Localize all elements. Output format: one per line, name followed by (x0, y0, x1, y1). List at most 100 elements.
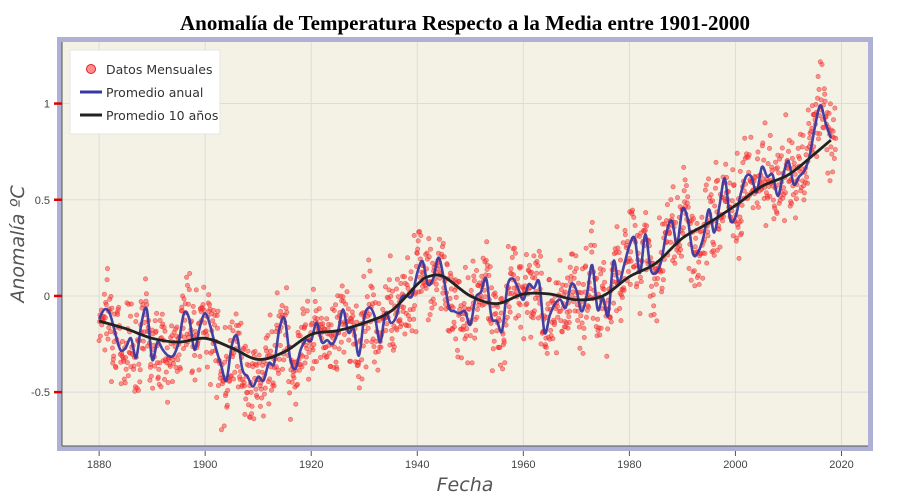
monthly-point (767, 193, 773, 199)
monthly-point (384, 321, 390, 327)
monthly-point (208, 381, 214, 387)
monthly-point (232, 369, 238, 375)
monthly-point (105, 336, 111, 342)
monthly-point (394, 327, 400, 333)
monthly-point (487, 264, 493, 270)
monthly-point (320, 321, 326, 327)
monthly-point (251, 416, 257, 422)
monthly-point (792, 171, 798, 177)
monthly-point (434, 287, 440, 293)
monthly-point (316, 306, 322, 312)
monthly-point (773, 159, 779, 165)
monthly-point (696, 281, 702, 287)
monthly-point (224, 402, 230, 408)
monthly-point (423, 285, 429, 291)
monthly-point (600, 267, 606, 273)
monthly-point (737, 168, 743, 174)
monthly-point (299, 353, 305, 359)
monthly-point (375, 348, 381, 354)
monthly-point (523, 252, 529, 258)
monthly-point (667, 239, 673, 245)
monthly-point (601, 259, 607, 265)
monthly-point (115, 311, 121, 317)
ten-year-average-line (98, 139, 832, 361)
monthly-point (817, 131, 823, 137)
monthly-point (807, 135, 813, 141)
monthly-point (601, 286, 607, 292)
monthly-point (678, 253, 684, 259)
monthly-point (492, 294, 498, 300)
monthly-point (792, 215, 798, 221)
monthly-point (702, 187, 708, 193)
monthly-point (515, 313, 521, 319)
monthly-point (415, 246, 421, 252)
monthly-point (577, 345, 583, 351)
monthly-point (296, 367, 302, 373)
monthly-point (456, 279, 462, 285)
y-axis-title: Anomalía ºC (7, 185, 29, 305)
monthly-point (431, 301, 437, 307)
monthly-point (484, 239, 490, 245)
monthly-point (595, 316, 601, 322)
monthly-point (465, 360, 471, 366)
monthly-point (451, 324, 457, 330)
monthly-point (538, 253, 544, 259)
monthly-point (143, 276, 149, 282)
monthly-point (703, 182, 709, 188)
monthly-point (684, 200, 690, 206)
monthly-point (793, 189, 799, 195)
monthly-point (438, 306, 444, 312)
monthly-point (673, 220, 679, 226)
monthly-point (729, 198, 735, 204)
monthly-point (122, 380, 128, 386)
monthly-point (238, 320, 244, 326)
monthly-point (581, 334, 587, 340)
monthly-point (586, 304, 592, 310)
monthly-point (283, 305, 289, 311)
monthly-point (165, 399, 171, 405)
monthly-point (557, 257, 563, 263)
monthly-point (248, 389, 254, 395)
monthly-point (297, 333, 303, 339)
monthly-point (101, 291, 107, 297)
monthly-point (405, 285, 411, 291)
monthly-point (375, 367, 381, 373)
monthly-point (204, 332, 210, 338)
monthly-point (281, 357, 287, 363)
monthly-point (418, 288, 424, 294)
monthly-point (123, 355, 129, 361)
monthly-point (643, 210, 649, 216)
monthly-point (174, 324, 180, 330)
monthly-point (113, 365, 119, 371)
monthly-point (739, 230, 745, 236)
monthly-point (102, 315, 108, 321)
monthly-point (287, 416, 293, 422)
monthly-point (170, 360, 176, 366)
monthly-point (361, 273, 367, 279)
monthly-point (482, 294, 488, 300)
monthly-point (215, 308, 221, 314)
monthly-point (524, 301, 530, 307)
monthly-point (191, 309, 197, 315)
monthly-point (153, 328, 159, 334)
monthly-point (212, 322, 218, 328)
monthly-point (543, 344, 549, 350)
monthly-point (341, 331, 347, 337)
monthly-point (562, 289, 568, 295)
monthly-point (695, 272, 701, 278)
monthly-point (637, 311, 643, 317)
monthly-point (765, 161, 771, 167)
monthly-point (120, 338, 126, 344)
monthly-point (123, 366, 129, 372)
monthly-point (291, 375, 297, 381)
monthly-point (170, 379, 176, 385)
monthly-point (314, 316, 320, 322)
monthly-point (830, 117, 836, 123)
monthly-point (338, 339, 344, 345)
monthly-point (828, 144, 834, 150)
monthly-point (430, 296, 436, 302)
monthly-point (128, 301, 134, 307)
monthly-point (192, 352, 198, 358)
chart-title: Anomalía de Temperatura Respecto a la Me… (180, 11, 750, 35)
monthly-point (154, 310, 160, 316)
